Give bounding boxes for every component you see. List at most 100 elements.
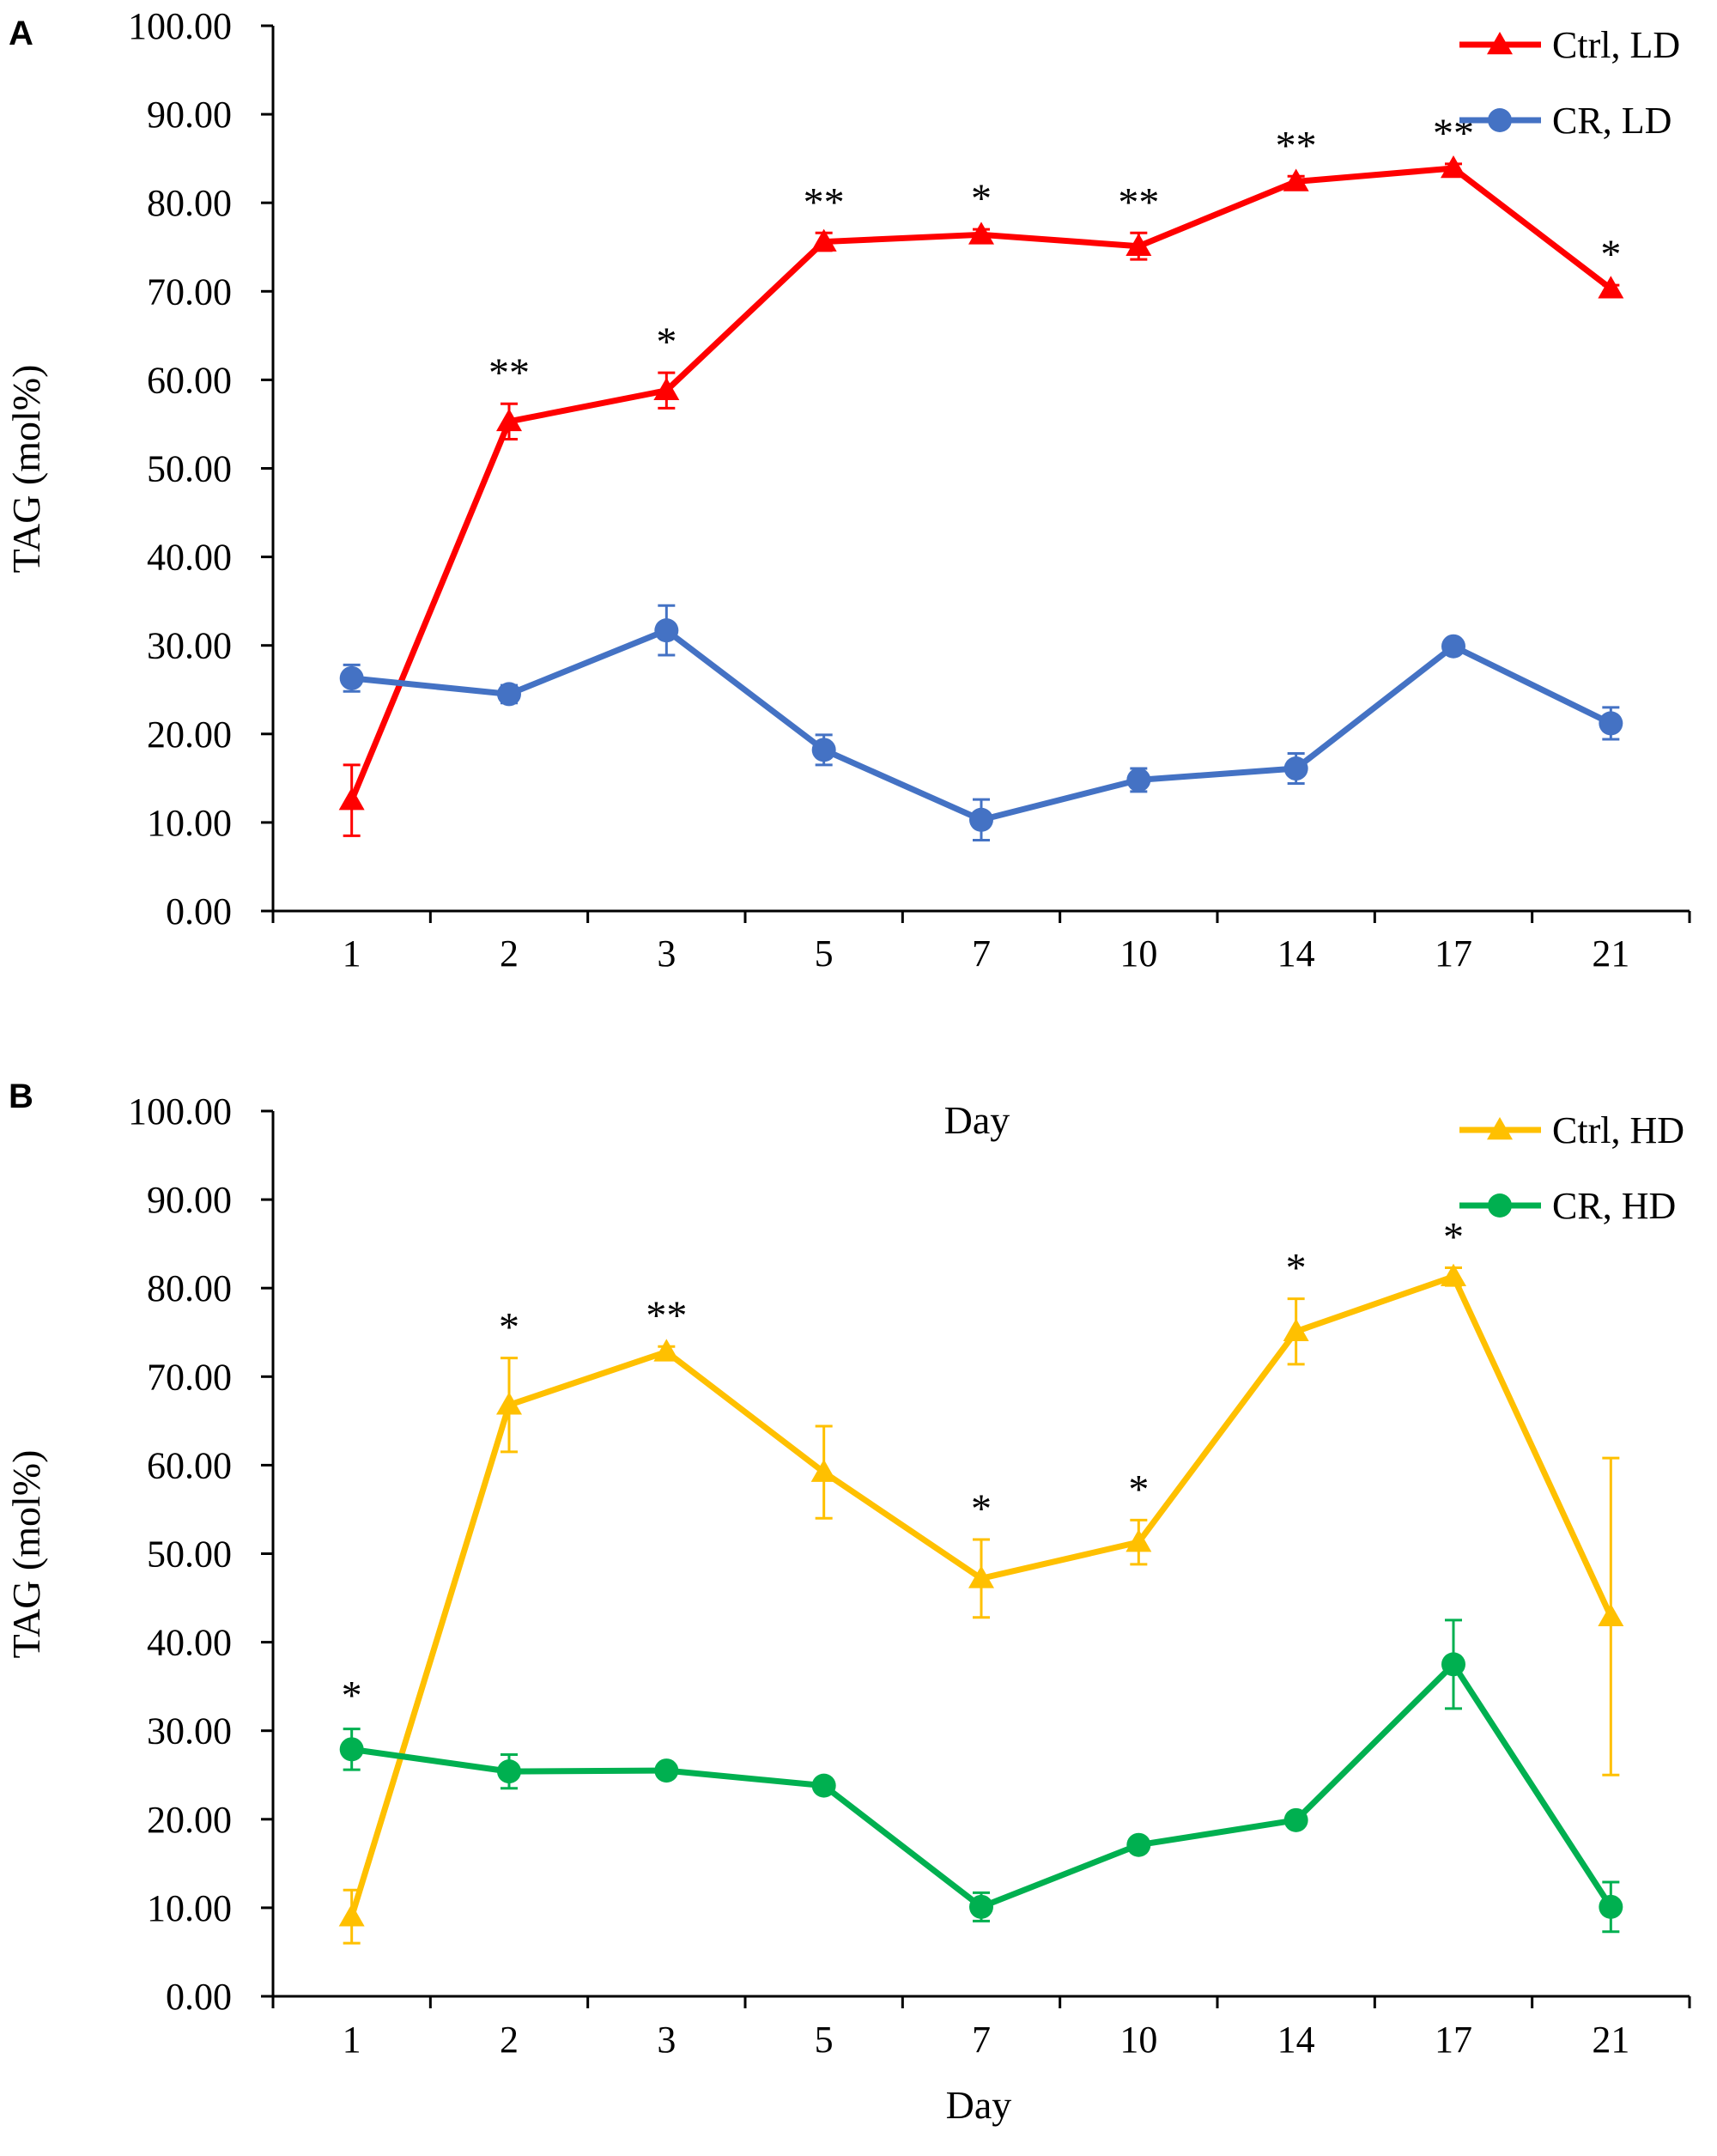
y-tick-label: 50.00 xyxy=(147,1533,232,1576)
y-tick-label: 30.00 xyxy=(147,1710,232,1752)
data-point xyxy=(497,1759,521,1784)
data-point xyxy=(654,618,679,643)
data-point xyxy=(968,1565,994,1588)
y-tick-label: 40.00 xyxy=(147,537,232,579)
y-tick-label: 60.00 xyxy=(147,359,232,401)
series-cr-hd xyxy=(339,1619,1623,1934)
data-point xyxy=(811,738,836,762)
chart-panel-b: B 0.00 10.00 20.00 30.00 40.00 50.00 60.00 70.00… xyxy=(4,1078,1691,2127)
data-point xyxy=(810,228,837,252)
data-point xyxy=(1441,1652,1465,1677)
legend-label: Ctrl, HD xyxy=(1552,1109,1684,1151)
y-tick-label: 70.00 xyxy=(147,270,232,313)
y-tick-label: 90.00 xyxy=(147,1179,232,1221)
data-point xyxy=(969,1894,993,1919)
series-line xyxy=(349,165,1613,802)
significance-mark: ** xyxy=(488,350,530,396)
data-point xyxy=(1125,1529,1152,1552)
data-point xyxy=(654,1758,679,1783)
y-tick-label: 0.00 xyxy=(166,1976,232,2018)
panel-letter: A xyxy=(9,15,33,52)
chart-panel-a: A 0.00 10.00 20.00 30.00 40.00 50.00 60.00 70.00… xyxy=(4,5,1691,975)
significance-mark: ** xyxy=(804,179,845,225)
legend-label: CR, LD xyxy=(1552,100,1671,142)
x-tick-label: 10 xyxy=(1119,932,1157,975)
significance-mark: * xyxy=(1128,1467,1149,1512)
data-point xyxy=(338,787,365,811)
x-tick-label: 1 xyxy=(343,932,361,975)
significance-mark: * xyxy=(656,319,676,365)
significance-mark: * xyxy=(1443,1214,1464,1260)
legend-marker xyxy=(1488,108,1512,132)
y-tick-label: 60.00 xyxy=(147,1444,232,1486)
data-point xyxy=(1125,233,1152,256)
x-tick-label: 17 xyxy=(1435,2019,1472,2061)
y-tick-label: 30.00 xyxy=(147,625,232,667)
x-tick-label: 17 xyxy=(1435,932,1472,975)
legend-marker xyxy=(1487,1117,1513,1140)
data-point xyxy=(338,1904,365,1927)
legend-label: CR, HD xyxy=(1552,1185,1676,1227)
significance-mark: * xyxy=(342,1673,362,1719)
y-tick-label: 80.00 xyxy=(147,1267,232,1309)
x-tick-label: 10 xyxy=(1119,2019,1157,2061)
data-point xyxy=(1126,1832,1151,1857)
x-tick-label: 3 xyxy=(657,2019,676,2061)
series-line xyxy=(351,627,1612,823)
y-tick-label: 10.00 xyxy=(147,802,232,844)
y-tick-label: 100.00 xyxy=(128,1090,232,1133)
chart-title: Day xyxy=(944,1098,1010,1142)
series-ctrl-hd xyxy=(338,1263,1624,1945)
data-point xyxy=(1126,768,1151,793)
y-axis-title: TAG (mol%) xyxy=(4,1450,48,1659)
data-point xyxy=(1283,1318,1309,1341)
y-tick-label: 0.00 xyxy=(166,890,232,932)
data-point xyxy=(339,1737,364,1762)
legend-marker xyxy=(1487,32,1513,55)
y-tick-label: 90.00 xyxy=(147,94,232,136)
data-point xyxy=(496,408,522,432)
data-point xyxy=(1283,168,1309,191)
data-point xyxy=(1598,276,1624,299)
data-point xyxy=(1441,1263,1466,1287)
x-tick-label: 1 xyxy=(343,2019,361,2061)
y-tick-label: 70.00 xyxy=(147,1356,232,1398)
x-tick-label: 5 xyxy=(815,2019,834,2061)
data-point xyxy=(1441,634,1465,659)
significance-mark: * xyxy=(971,1486,992,1532)
x-tick-label: 14 xyxy=(1277,2019,1315,2061)
y-tick-label: 20.00 xyxy=(147,714,232,756)
significance-mark: ** xyxy=(646,1293,687,1339)
x-tick-label: 7 xyxy=(972,2019,991,2061)
data-point xyxy=(1283,1807,1308,1832)
x-tick-label: 7 xyxy=(972,932,991,975)
significance-mark: ** xyxy=(1276,123,1317,168)
data-point xyxy=(968,222,994,245)
y-tick-label: 20.00 xyxy=(147,1799,232,1841)
data-point xyxy=(811,1773,836,1798)
y-axis-title: TAG (mol%) xyxy=(4,365,48,574)
data-point xyxy=(339,665,364,690)
series-cr-ld xyxy=(339,604,1623,842)
y-tick-label: 100.00 xyxy=(128,5,232,47)
x-tick-label: 2 xyxy=(500,932,519,975)
series-ctrl-ld xyxy=(338,155,1624,837)
data-point xyxy=(969,807,993,832)
y-tick-label: 10.00 xyxy=(147,1887,232,1929)
data-point xyxy=(1599,1894,1623,1919)
y-tick-label: 50.00 xyxy=(147,448,232,490)
significance-mark: * xyxy=(1286,1246,1307,1291)
data-point xyxy=(1599,711,1623,736)
y-tick-label: 40.00 xyxy=(147,1622,232,1664)
data-point xyxy=(1283,756,1308,781)
x-axis-title: Day xyxy=(946,2083,1012,2127)
data-point xyxy=(653,377,680,401)
data-point xyxy=(810,1459,837,1482)
significance-mark: * xyxy=(971,176,992,222)
significance-mark: * xyxy=(499,1305,519,1351)
x-tick-label: 3 xyxy=(657,932,676,975)
legend-label: Ctrl, LD xyxy=(1552,24,1680,66)
data-point xyxy=(496,1392,522,1415)
significance-mark: ** xyxy=(1118,179,1159,225)
